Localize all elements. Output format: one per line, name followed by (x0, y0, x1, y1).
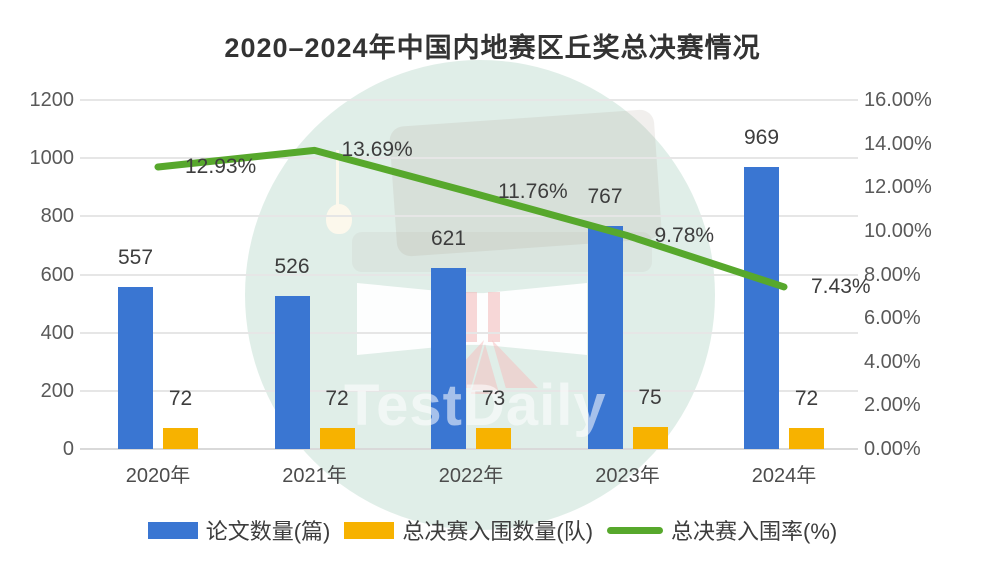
gridline (80, 99, 858, 101)
legend-swatch-finalists (344, 521, 395, 539)
line-label-rate: 7.43% (811, 274, 871, 298)
y-axis-tick-right: 12.00% (864, 176, 932, 199)
y-axis-tick-right: 14.00% (864, 132, 932, 155)
rate-line (154, 146, 788, 291)
line-label-rate: 11.76% (498, 180, 568, 204)
bar-papers-2020年 (118, 287, 153, 449)
x-axis-label: 2023年 (595, 465, 660, 487)
y-axis-tick-left: 1200 (29, 89, 75, 111)
bar-label-papers: 969 (743, 126, 780, 149)
bar-papers-2024年 (744, 167, 779, 449)
y-axis-tick-right: 2.00% (864, 394, 921, 417)
bar-label-finalists: 72 (168, 387, 193, 410)
y-axis-tick-left: 1000 (29, 147, 75, 170)
bar-label-finalists: 72 (794, 387, 819, 410)
legend-line-rate (607, 526, 664, 534)
bar-label-papers: 526 (274, 255, 310, 278)
gridline (80, 448, 858, 450)
y-axis-tick-right: 4.00% (864, 350, 921, 373)
y-axis-tick-left: 200 (40, 379, 74, 402)
legend: 论文数量(篇) 总决赛入围数量(队) 总决赛入围率(%) (0, 514, 985, 546)
line-label-rate: 12.93% (185, 154, 257, 178)
y-axis-tick-left: 0 (62, 438, 74, 460)
bar-finalists-2022年 (476, 428, 511, 449)
bar-label-papers: 767 (587, 185, 623, 208)
bar-finalists-2024年 (789, 428, 824, 449)
gridline (80, 389, 858, 392)
legend-label-finalists: 总决赛入围数量(队) (402, 519, 594, 544)
y-axis-tick-right: 8.00% (864, 263, 921, 286)
bar-finalists-2020年 (163, 428, 198, 449)
y-axis-tick-right: 6.00% (864, 307, 921, 330)
legend-swatch-papers (147, 521, 198, 539)
bar-label-papers: 557 (117, 246, 154, 269)
bar-label-finalists: 72 (325, 387, 349, 410)
x-axis-label: 2021年 (282, 465, 347, 487)
y-axis-tick-left: 600 (40, 263, 74, 286)
watermark-ribbon-icon (465, 292, 477, 342)
bar-label-papers: 621 (430, 227, 467, 250)
watermark-tassel-bulb-icon (326, 204, 352, 234)
gridline (80, 273, 858, 276)
legend-label-rate: 总决赛入围率(%) (671, 519, 838, 544)
trend-line (154, 146, 788, 291)
bar-papers-2021年 (274, 296, 310, 449)
chart-title: 2020–2024年中国内地赛区丘奖总决赛情况 (224, 33, 761, 63)
y-axis-tick-right: 16.00% (864, 89, 932, 111)
bar-papers-2023年 (587, 226, 623, 449)
watermark-text: TestDaily (344, 373, 607, 438)
x-axis-label: 2022年 (438, 465, 504, 487)
line-label-rate: 13.69% (341, 138, 413, 162)
y-axis-tick-left: 400 (40, 321, 74, 344)
y-axis-tick-right: 10.00% (864, 219, 932, 242)
line-label-rate: 9.78% (654, 223, 715, 247)
y-axis-tick-right: 0.00% (864, 438, 921, 460)
gridline (80, 157, 858, 160)
gridline (80, 331, 858, 334)
bar-papers-2022年 (431, 268, 466, 449)
x-axis-label: 2024年 (751, 465, 817, 487)
bar-finalists-2021年 (319, 428, 355, 449)
legend-label-papers: 论文数量(篇) (205, 519, 331, 544)
gridline (80, 215, 858, 218)
x-axis-label: 2020年 (125, 465, 191, 487)
watermark-tassel-icon (336, 150, 339, 208)
bar-label-finalists: 75 (638, 386, 662, 409)
bar-finalists-2023年 (632, 427, 668, 449)
watermark-ribbon-icon (488, 292, 500, 342)
bar-label-finalists: 73 (481, 387, 506, 410)
y-axis-tick-left: 800 (40, 205, 74, 228)
